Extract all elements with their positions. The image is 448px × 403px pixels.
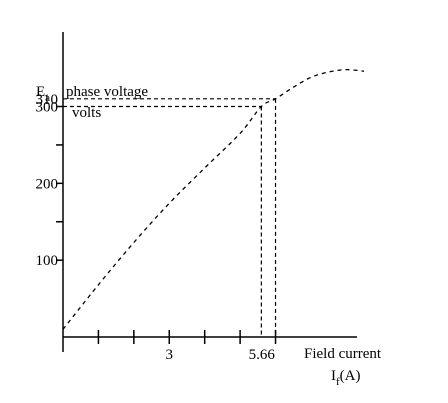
data-point	[239, 133, 241, 135]
x-tick-label: 3	[166, 347, 174, 363]
y-tick-label: 300	[36, 100, 59, 116]
y-axis-label-line1: phase voltage	[66, 84, 148, 100]
x-tick-label: 6	[267, 347, 275, 363]
data-point	[328, 71, 330, 73]
x-axis-label-line1: Field current	[304, 346, 382, 362]
x-axis-label-symbol: If(A)	[331, 368, 361, 388]
y-tick-label: 200	[36, 176, 59, 192]
y-axis-label-symbol: Ea	[36, 84, 50, 104]
y-axis-label-line2: volts	[72, 105, 101, 121]
data-point	[310, 77, 312, 79]
data-point	[204, 167, 206, 169]
series-line	[62, 68, 365, 330]
data-point	[292, 87, 294, 89]
y-tick-label: 100	[36, 253, 59, 269]
y-tick-label: 310	[36, 92, 59, 108]
data-point	[98, 284, 100, 286]
x-tick-label: 5.6	[249, 347, 268, 363]
data-point	[62, 329, 64, 331]
data-point	[168, 203, 170, 205]
data-point	[133, 242, 135, 244]
data-point	[346, 69, 348, 71]
data-point	[275, 98, 277, 100]
data-point	[261, 106, 263, 108]
data-point	[363, 70, 365, 72]
